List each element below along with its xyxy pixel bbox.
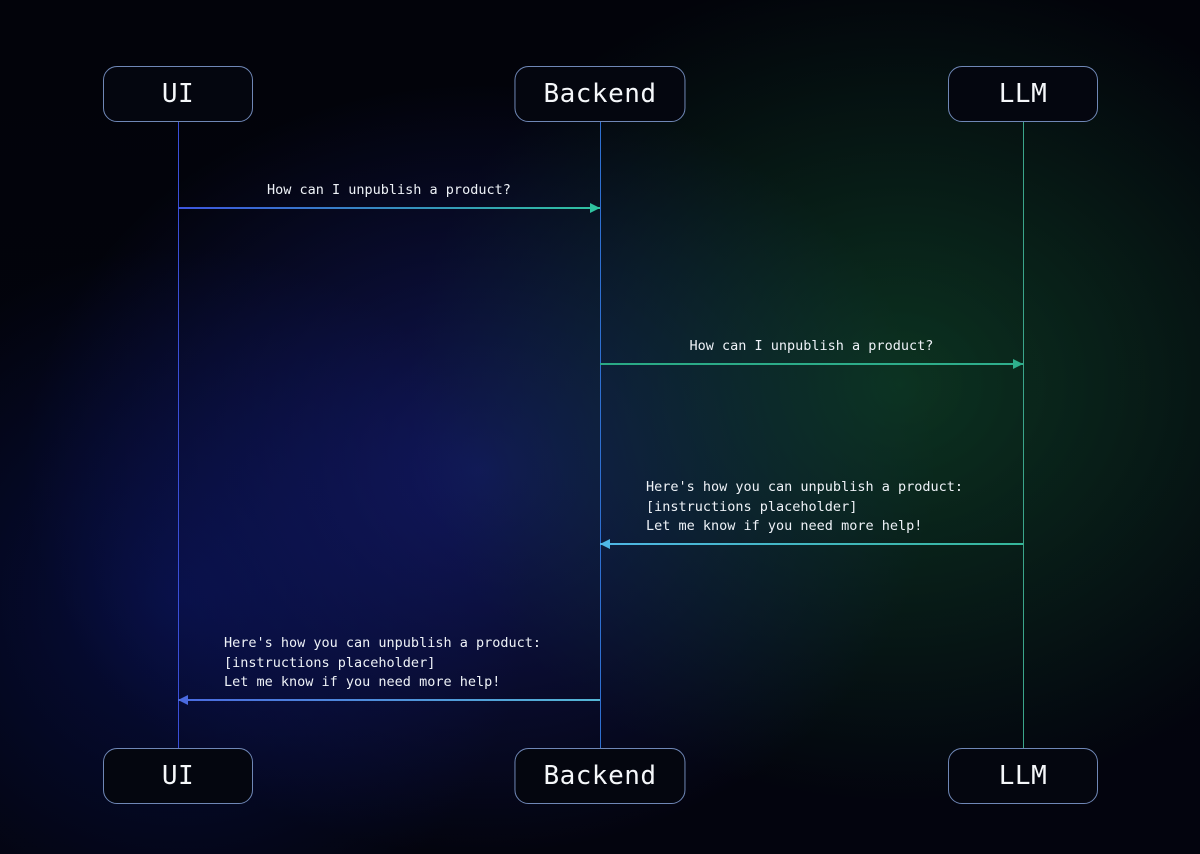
participant-label: LLM xyxy=(999,79,1047,109)
participant-backend-bottom: Backend xyxy=(514,748,685,804)
participant-label: LLM xyxy=(999,761,1047,791)
participant-label: UI xyxy=(162,761,194,791)
message-label: How can I unpublish a product? xyxy=(267,181,511,201)
message-arrow xyxy=(600,543,1023,545)
participant-label: Backend xyxy=(543,79,656,109)
arrow-head-icon xyxy=(178,695,188,705)
lifeline-ui xyxy=(178,122,179,748)
participant-ui-bottom: UI xyxy=(103,748,253,804)
sequence-diagram: UI Backend LLM UI Backend LLM How can I unpubl… xyxy=(0,0,1200,854)
arrow-head-icon xyxy=(1013,359,1023,369)
arrow-head-icon xyxy=(600,539,610,549)
participant-label: Backend xyxy=(543,761,656,791)
lifeline-backend xyxy=(600,122,601,748)
message-label: Here's how you can unpublish a product: … xyxy=(646,478,963,537)
lifeline-llm xyxy=(1023,122,1024,748)
participant-ui-top: UI xyxy=(103,66,253,122)
message-label: How can I unpublish a product? xyxy=(690,337,934,357)
arrow-head-icon xyxy=(590,203,600,213)
participant-backend-top: Backend xyxy=(514,66,685,122)
message-arrow xyxy=(600,363,1023,365)
message-label: Here's how you can unpublish a product: … xyxy=(224,634,541,693)
participant-llm-bottom: LLM xyxy=(948,748,1098,804)
message-arrow xyxy=(178,207,600,209)
message-arrow xyxy=(178,699,600,701)
participant-label: UI xyxy=(162,79,194,109)
participant-llm-top: LLM xyxy=(948,66,1098,122)
